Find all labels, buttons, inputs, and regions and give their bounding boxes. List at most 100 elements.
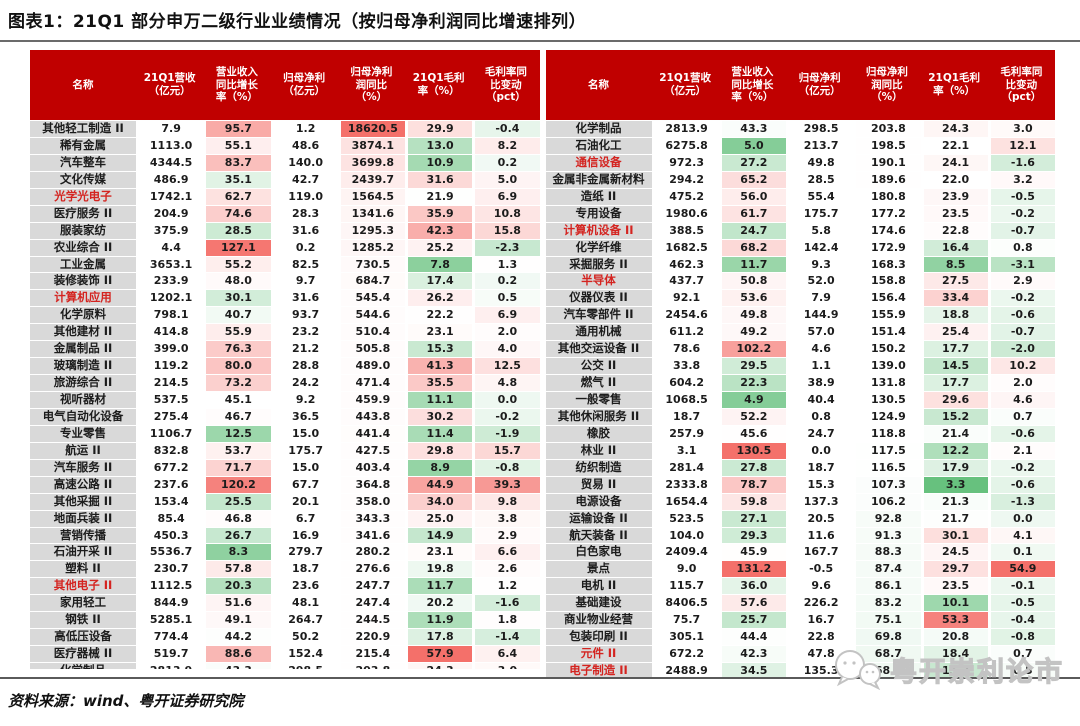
value-cell: 14.9	[408, 527, 473, 544]
industry-name: 基础建设	[545, 595, 652, 612]
value-cell: 24.7	[721, 222, 786, 239]
value-cell: 25.2	[408, 239, 473, 256]
value-cell: 0.2	[475, 154, 540, 171]
industry-name: 公交 II	[545, 358, 652, 375]
value-cell: 247.7	[340, 578, 405, 595]
table-row: 采掘服务 II 462.3 11.7 9.3 168.3 8.5 -3.1	[545, 256, 1055, 273]
value-cell: 106.2	[856, 493, 921, 510]
table-row: 玻璃制造 II 119.2 80.0 28.8 489.0 41.3 12.5	[30, 358, 540, 375]
value-cell: -3.1	[990, 256, 1055, 273]
value-cell: 22.8	[807, 630, 835, 644]
value-cell: 31.6	[292, 223, 320, 237]
value-cell: 25.0	[408, 510, 473, 527]
value-cell: 9.7	[295, 274, 316, 288]
value-cell: 24.3	[408, 663, 473, 669]
table-row: 公交 II 33.8 29.5 1.1 139.0 14.5 10.2	[545, 358, 1055, 375]
value-cell: 6.9	[475, 307, 540, 324]
value-cell: 4.0	[475, 341, 540, 358]
value-cell: 0.2	[295, 240, 316, 254]
value-cell: 24.5	[923, 544, 988, 561]
value-cell: 15.0	[292, 460, 320, 474]
value-cell: 11.1	[408, 392, 473, 408]
value-cell: 130.5	[721, 442, 786, 459]
value-cell: 7.8	[408, 256, 473, 273]
value-cell: 672.2	[669, 647, 705, 661]
value-cell: 23.1	[408, 544, 473, 561]
value-cell: 15.0	[292, 426, 320, 440]
industry-name: 电机 II	[545, 578, 652, 595]
value-cell: -0.8	[475, 459, 540, 476]
column-header: 归母净利 （亿元）	[798, 72, 841, 97]
value-cell: 30.2	[408, 408, 473, 425]
industry-name: 石油化工	[545, 137, 652, 154]
value-cell: 226.2	[803, 596, 839, 610]
industry-performance-tables: 名称 21Q1营收 （亿元） 营业收入 同比增长 率（%） 归母净利 （亿元） 归母净利…	[30, 50, 1055, 679]
value-cell: 34.5	[721, 663, 786, 679]
value-cell: 46.7	[206, 408, 271, 425]
value-cell: 5.0	[721, 137, 786, 154]
table-row: 造纸 II 475.2 56.0 55.4 180.8 23.9 -0.5	[545, 188, 1055, 205]
value-cell: 21.7	[923, 510, 988, 527]
value-cell: 471.4	[340, 375, 405, 391]
value-cell: -0.5	[990, 188, 1055, 205]
table-row: 文化传媒 486.9 35.1 42.7 2439.7 31.6 5.0	[30, 171, 540, 188]
column-header: 归母净利 润同比 （%）	[350, 66, 393, 104]
value-cell: 35.1	[206, 171, 271, 188]
table-row: 商业物业经营 75.7 25.7 16.7 75.1 53.3 -0.4	[545, 612, 1055, 629]
table-row: 通信设备 972.3 27.2 49.8 190.1 24.1 -1.6	[545, 154, 1055, 171]
value-cell: 167.7	[803, 545, 839, 559]
table-row: 装修装饰 II 233.9 48.0 9.7 684.7 17.4 0.2	[30, 273, 540, 290]
value-cell: 135.3	[803, 664, 839, 677]
value-cell: 55.9	[206, 324, 271, 341]
value-cell: 22.8	[923, 222, 988, 239]
value-cell: 75.7	[673, 613, 701, 627]
value-cell: 22.2	[408, 307, 473, 324]
value-cell: 18.8	[923, 307, 988, 324]
table-row: 半导体 437.7 50.8 52.0 158.8 27.5 2.9	[545, 273, 1055, 290]
industry-name: 金属制品 II	[30, 341, 136, 358]
value-cell: 31.6	[292, 291, 320, 305]
table-row: 燃气 II 604.2 22.3 38.9 131.8 17.7 2.0	[545, 375, 1055, 391]
value-cell: 85.4	[157, 511, 185, 525]
value-cell: 49.8	[721, 307, 786, 324]
value-cell: 22.0	[923, 171, 988, 188]
value-cell: 25.7	[721, 612, 786, 629]
value-cell: 305.1	[669, 630, 705, 644]
industry-name: 通信设备	[545, 154, 652, 171]
table-row: 医疗服务 II 204.9 74.6 28.3 1341.6 35.9 10.8	[30, 205, 540, 222]
value-cell: 0.5	[990, 663, 1055, 679]
table-row: 医疗器械 II 519.7 88.6 152.4 215.4 57.9 6.4	[30, 646, 540, 662]
table-row: 运输设备 II 523.5 27.1 20.5 92.8 21.7 0.0	[545, 510, 1055, 527]
value-cell: 92.8	[856, 510, 921, 527]
value-cell: 237.6	[153, 477, 189, 491]
value-cell: 443.8	[340, 408, 405, 425]
table-left-half: 名称 21Q1营收 （亿元） 营业收入 同比增长 率（%） 归母净利 （亿元） 归母净利…	[30, 50, 540, 679]
value-cell: 73.2	[206, 375, 271, 391]
table-row: 石油化工 6275.8 5.0 213.7 198.5 22.1 12.1	[545, 137, 1055, 154]
industry-name: 文化传媒	[30, 171, 136, 188]
value-cell: 459.9	[340, 392, 405, 408]
industry-name: 玻璃制造 II	[30, 358, 136, 375]
value-cell: 42.7	[292, 172, 320, 186]
table-row: 家用轻工 844.9 51.6 48.1 247.4 20.2 -1.6	[30, 595, 540, 612]
value-cell: 52.0	[807, 274, 835, 288]
value-cell: 7.9	[811, 291, 831, 305]
column-header: 毛利率同 比变动 （pct）	[484, 66, 527, 104]
value-cell: 127.1	[206, 239, 271, 256]
value-cell: 189.6	[856, 171, 921, 188]
table-row: 稀有金属 1113.0 55.1 48.6 3874.1 13.0 8.2	[30, 137, 540, 154]
value-cell: 82.5	[292, 257, 320, 271]
value-cell: 220.9	[340, 629, 405, 646]
industry-name: 工业金属	[30, 256, 136, 273]
value-cell: 36.5	[292, 409, 320, 423]
value-cell: 9.0	[676, 562, 697, 576]
value-cell: 12.2	[923, 442, 988, 459]
value-cell: 294.2	[669, 172, 705, 186]
table-row: 汽车零部件 II 2454.6 49.8 144.9 155.9 18.8 -0.6	[545, 307, 1055, 324]
industry-name: 半导体	[545, 273, 652, 290]
industry-name: 塑料 II	[30, 561, 136, 578]
value-cell: 1285.2	[340, 239, 405, 256]
value-cell: 2.0	[475, 324, 540, 341]
